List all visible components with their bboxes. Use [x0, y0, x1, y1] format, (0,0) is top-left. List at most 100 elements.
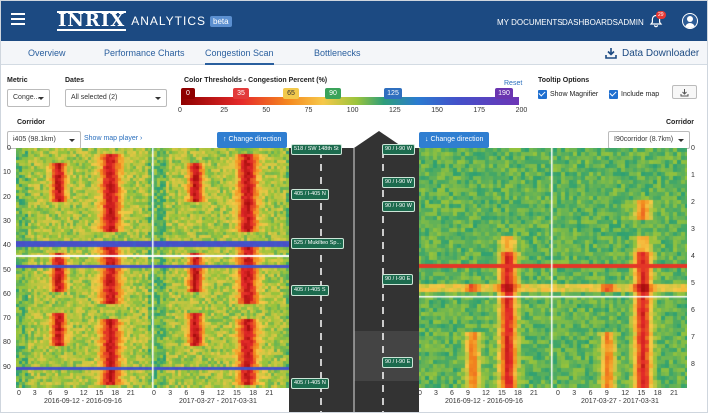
- threshold-handle[interactable]: 125: [384, 88, 402, 99]
- right-x-tick: 6: [588, 390, 593, 397]
- thresholds-label: Color Thresholds - Congestion Percent (%…: [184, 77, 328, 84]
- nav-my-documents[interactable]: MY DOCUMENTS: [497, 18, 563, 27]
- left-y-tick: 50: [3, 266, 11, 274]
- threshold-color-scale: [181, 97, 519, 105]
- chevron-down-icon: [678, 139, 684, 142]
- right-x-tick: 3: [434, 390, 438, 397]
- road-tag[interactable]: 518 / SW 148th St: [291, 144, 342, 155]
- right-date-range-b: 2017-03-27 - 2017-03-31: [581, 398, 659, 405]
- show-magnifier-checkbox[interactable]: [538, 90, 547, 99]
- threshold-scale-tick: 100: [346, 107, 359, 114]
- logo-mark: INRIX: [57, 10, 127, 31]
- left-x-tick: 21: [265, 390, 274, 397]
- tab-overview[interactable]: Overview: [28, 48, 66, 58]
- left-y-tick: 40: [3, 242, 11, 250]
- left-x-tick: 12: [79, 390, 88, 397]
- data-downloader-button[interactable]: Data Downloader: [605, 47, 699, 59]
- right-date-range-a: 2016-09-12 - 2016-09-16: [445, 398, 523, 405]
- threshold-handle[interactable]: 0: [181, 88, 195, 99]
- road-tag[interactable]: 90 / I-90 E: [382, 357, 414, 368]
- tab-performance-charts[interactable]: Performance Charts: [104, 48, 185, 58]
- reset-link[interactable]: Reset: [504, 80, 523, 87]
- export-button[interactable]: [672, 85, 697, 99]
- left-corridor-label: Corridor: [17, 119, 45, 126]
- right-corridor-label: Corridor: [666, 119, 694, 126]
- threshold-scale-tick: 75: [304, 107, 313, 114]
- left-corridor-select[interactable]: i405 (98.1km): [7, 131, 81, 149]
- road-tag[interactable]: 90 / I-90 E: [382, 274, 414, 285]
- metric-select[interactable]: Conge...: [7, 89, 50, 107]
- export-icon: [680, 89, 689, 97]
- right-x-tick: 9: [466, 390, 470, 397]
- right-y-tick: 0: [691, 145, 695, 152]
- road-tag[interactable]: 90 / I-90 W: [382, 144, 415, 155]
- nav-admin[interactable]: ADMIN: [618, 18, 644, 27]
- app-logo[interactable]: INRIX ANALYTICS beta: [57, 11, 232, 31]
- corridor-road-graphic: [289, 131, 419, 412]
- threshold-scale-tick: 50: [262, 107, 271, 114]
- tab-congestion-scan[interactable]: Congestion Scan: [205, 48, 274, 65]
- show-map-player-link[interactable]: Show map player ›: [84, 135, 142, 142]
- show-magnifier-label: Show Magnifier: [550, 91, 599, 98]
- left-y-tick: 10: [3, 169, 11, 177]
- hamburger-menu-icon[interactable]: [11, 13, 25, 25]
- threshold-scale-tick: 200: [515, 107, 528, 114]
- download-icon: [605, 48, 617, 59]
- left-congestion-heatmap[interactable]: [16, 148, 290, 388]
- include-map-label: Include map: [621, 91, 660, 98]
- threshold-scale-tick: 125: [389, 107, 401, 114]
- nav-dashboards[interactable]: DASHBOARDS: [562, 18, 619, 27]
- left-x-tick: 18: [249, 390, 257, 397]
- left-x-tick: 9: [200, 390, 205, 397]
- right-y-tick: 7: [691, 334, 695, 341]
- threshold-handle[interactable]: 190: [495, 88, 513, 99]
- left-change-direction-button[interactable]: ↑ Change direction: [217, 132, 288, 148]
- right-y-tick: 6: [691, 307, 695, 314]
- threshold-handle[interactable]: 90: [325, 88, 341, 99]
- right-x-tick: 9: [604, 390, 609, 397]
- road-tag[interactable]: 90 / I-90 W: [382, 201, 415, 212]
- threshold-handle[interactable]: 35: [233, 88, 249, 99]
- tab-bottlenecks[interactable]: Bottlenecks: [314, 48, 361, 58]
- beta-badge: beta: [210, 15, 232, 27]
- road-tag[interactable]: 405 / I-405 S: [291, 285, 329, 296]
- chevron-down-icon: [155, 97, 161, 100]
- include-map-checkbox[interactable]: [609, 90, 618, 99]
- chevron-down-icon: [69, 139, 75, 142]
- dates-select[interactable]: All selected (2): [65, 89, 167, 107]
- right-x-tick: 15: [498, 390, 506, 397]
- right-congestion-heatmap[interactable]: [417, 148, 687, 388]
- left-x-tick: 15: [95, 390, 104, 397]
- threshold-handle[interactable]: 65: [283, 88, 299, 99]
- left-date-range-b: 2017-03-27 - 2017-03-31: [179, 398, 257, 405]
- road-tag[interactable]: 405 / I-405 N: [291, 378, 329, 389]
- right-y-tick: 2: [691, 199, 695, 206]
- left-y-tick: 90: [3, 363, 11, 371]
- right-y-tick: 8: [691, 361, 695, 368]
- left-y-tick: 80: [3, 339, 11, 347]
- right-x-tick: 12: [621, 390, 629, 397]
- metric-value: Conge...: [13, 94, 40, 101]
- threshold-scale-tick: 150: [431, 107, 443, 114]
- notification-count-badge: 29: [656, 11, 666, 19]
- left-y-tick: 0: [7, 145, 11, 152]
- logo-subtitle: ANALYTICS: [131, 14, 207, 28]
- right-corridor-select[interactable]: I90corridor (8.7km): [608, 131, 690, 149]
- left-change-direction-label: Change direction: [228, 136, 282, 143]
- left-y-tick: 60: [3, 290, 11, 298]
- right-change-direction-button[interactable]: ↓ Change direction: [419, 132, 490, 148]
- road-tag[interactable]: 525 / Mukilteo Sp...: [291, 238, 345, 249]
- left-x-tick: 3: [32, 390, 37, 397]
- user-avatar[interactable]: [682, 13, 698, 29]
- right-x-tick: 0: [418, 390, 422, 397]
- right-y-tick: 5: [691, 280, 695, 287]
- left-y-tick: 70: [3, 315, 11, 323]
- left-x-tick: 0: [152, 390, 156, 397]
- top-navbar: INRIX ANALYTICS beta MY DOCUMENTS DASHBO…: [1, 1, 707, 41]
- left-x-tick: 6: [184, 390, 189, 397]
- right-y-tick: 3: [691, 226, 695, 233]
- road-tag[interactable]: 405 / I-405 N: [291, 189, 329, 200]
- left-y-tick: 20: [3, 193, 11, 201]
- road-tag[interactable]: 90 / I-90 W: [382, 177, 415, 188]
